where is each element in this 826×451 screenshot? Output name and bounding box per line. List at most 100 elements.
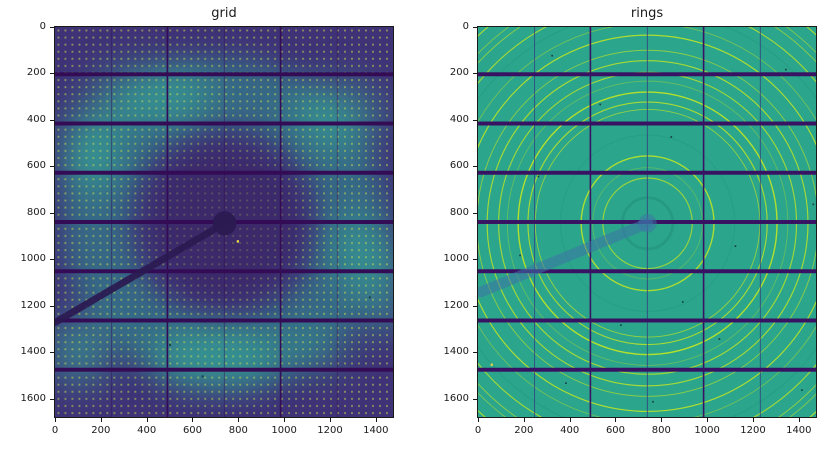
y-tick-mark — [50, 259, 54, 261]
y-tick-label: 600 — [449, 160, 469, 172]
y-tick-label: 1600 — [20, 392, 46, 404]
module-gap-row — [478, 318, 816, 323]
y-tick-mark — [473, 352, 477, 354]
dead-pixel — [785, 68, 787, 71]
dead-pixel — [652, 400, 654, 403]
y-tick-label: 800 — [449, 206, 469, 218]
x-tick-label: 200 — [91, 425, 111, 436]
rings-detector-image — [477, 26, 817, 418]
x-tick-label: 600 — [605, 425, 626, 436]
x-tick-label: 400 — [560, 425, 580, 436]
dead-pixel — [169, 344, 171, 346]
dead-pixel — [519, 254, 521, 257]
y-tick-label: 200 — [449, 67, 469, 79]
dead-pixel — [599, 103, 602, 106]
x-tick-mark — [284, 418, 286, 422]
module-gap-row — [55, 72, 393, 77]
y-tick-mark — [473, 212, 477, 214]
x-tick-label: 400 — [137, 425, 157, 436]
y-tick-label: 1200 — [20, 299, 46, 311]
right-plot-title: rings — [630, 6, 664, 21]
x-tick-label: 600 — [182, 425, 203, 436]
x-tick-mark — [478, 418, 479, 422]
x-tick-mark — [238, 418, 240, 422]
y-tick-mark — [473, 119, 477, 121]
dead-pixel — [718, 338, 721, 340]
y-tick-mark — [50, 305, 54, 307]
y-tick-mark — [473, 166, 477, 168]
y-tick-label: 400 — [26, 113, 46, 125]
y-tick-mark — [473, 398, 477, 400]
module-gap-row — [55, 367, 393, 372]
x-tick-mark — [100, 418, 102, 422]
y-tick-label: 1400 — [443, 346, 469, 358]
beamstop-blob — [212, 211, 237, 236]
x-tick-mark — [752, 418, 754, 422]
module-gap-row — [478, 121, 816, 126]
y-tick-label: 0 — [39, 21, 46, 32]
y-tick-label: 400 — [449, 113, 469, 125]
module-gap-row — [55, 318, 393, 323]
x-tick-label: 1200 — [740, 425, 766, 436]
module-gap-row — [478, 269, 816, 274]
y-tick-mark — [473, 259, 477, 261]
y-tick-mark — [473, 305, 477, 307]
x-tick-label: 0 — [474, 425, 482, 436]
left-plot-title: grid — [211, 6, 237, 21]
dead-pixel — [734, 245, 737, 247]
x-tick-label: 0 — [51, 425, 59, 436]
module-gap-row — [478, 367, 816, 372]
y-tick-label: 1000 — [443, 253, 469, 265]
beamstop-shadow — [55, 211, 237, 326]
module-gap-row — [55, 170, 393, 175]
x-tick-mark — [569, 418, 571, 422]
module-gap-row — [55, 121, 393, 126]
x-tick-mark — [661, 418, 663, 422]
beamstop-shadow — [478, 213, 657, 298]
x-tick-mark — [192, 418, 194, 422]
x-tick-label: 1000 — [694, 425, 720, 436]
y-tick-label: 1200 — [443, 299, 469, 311]
y-tick-label: 1600 — [443, 392, 469, 404]
dead-pixel — [537, 175, 540, 178]
dead-pixel — [551, 54, 553, 57]
dead-pixel — [812, 203, 815, 206]
x-tick-mark — [615, 418, 617, 422]
y-tick-mark — [50, 352, 54, 354]
x-tick-label: 800 — [651, 425, 671, 436]
y-tick-mark — [50, 73, 54, 75]
x-tick-label: 200 — [514, 425, 534, 436]
y-tick-mark — [50, 27, 54, 28]
x-tick-mark — [523, 418, 525, 422]
x-tick-mark — [146, 418, 148, 422]
x-tick-label: 1400 — [363, 425, 389, 436]
x-tick-mark — [375, 418, 377, 422]
x-tick-mark — [798, 418, 800, 422]
dead-pixel — [201, 375, 204, 378]
x-tick-mark — [55, 418, 56, 422]
y-tick-mark — [473, 73, 477, 75]
y-tick-label: 600 — [26, 160, 46, 172]
beamstop-arm — [478, 217, 653, 298]
y-tick-mark — [50, 398, 54, 400]
y-tick-mark — [50, 119, 54, 121]
dead-pixel — [801, 389, 803, 391]
module-gap-row — [478, 72, 816, 77]
x-tick-mark — [707, 418, 709, 422]
y-tick-mark — [50, 212, 54, 214]
dead-pixel — [681, 301, 684, 303]
module-gap-row — [55, 269, 393, 274]
y-tick-label: 800 — [26, 206, 46, 218]
y-tick-label: 1000 — [20, 253, 46, 265]
x-tick-label: 800 — [228, 425, 248, 436]
beamstop-arm — [55, 219, 229, 326]
dead-pixel — [670, 136, 673, 138]
y-tick-mark — [473, 27, 477, 28]
x-tick-label: 1200 — [317, 425, 343, 436]
grid-detector-image — [54, 26, 394, 418]
hot-pixel — [236, 240, 240, 243]
x-tick-label: 1000 — [271, 425, 297, 436]
beamstop-blob — [638, 213, 657, 233]
y-tick-label: 1400 — [20, 346, 46, 358]
